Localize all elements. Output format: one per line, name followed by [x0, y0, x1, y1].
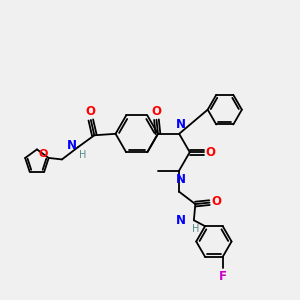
Text: O: O	[211, 195, 221, 208]
Text: H: H	[79, 150, 87, 160]
Text: F: F	[219, 270, 227, 283]
Text: N: N	[176, 214, 186, 227]
Text: O: O	[206, 146, 216, 159]
Text: O: O	[38, 149, 47, 159]
Text: O: O	[85, 105, 95, 118]
Text: N: N	[67, 139, 77, 152]
Text: N: N	[176, 173, 186, 186]
Text: N: N	[176, 118, 186, 131]
Text: O: O	[152, 105, 161, 118]
Text: H: H	[191, 224, 199, 234]
